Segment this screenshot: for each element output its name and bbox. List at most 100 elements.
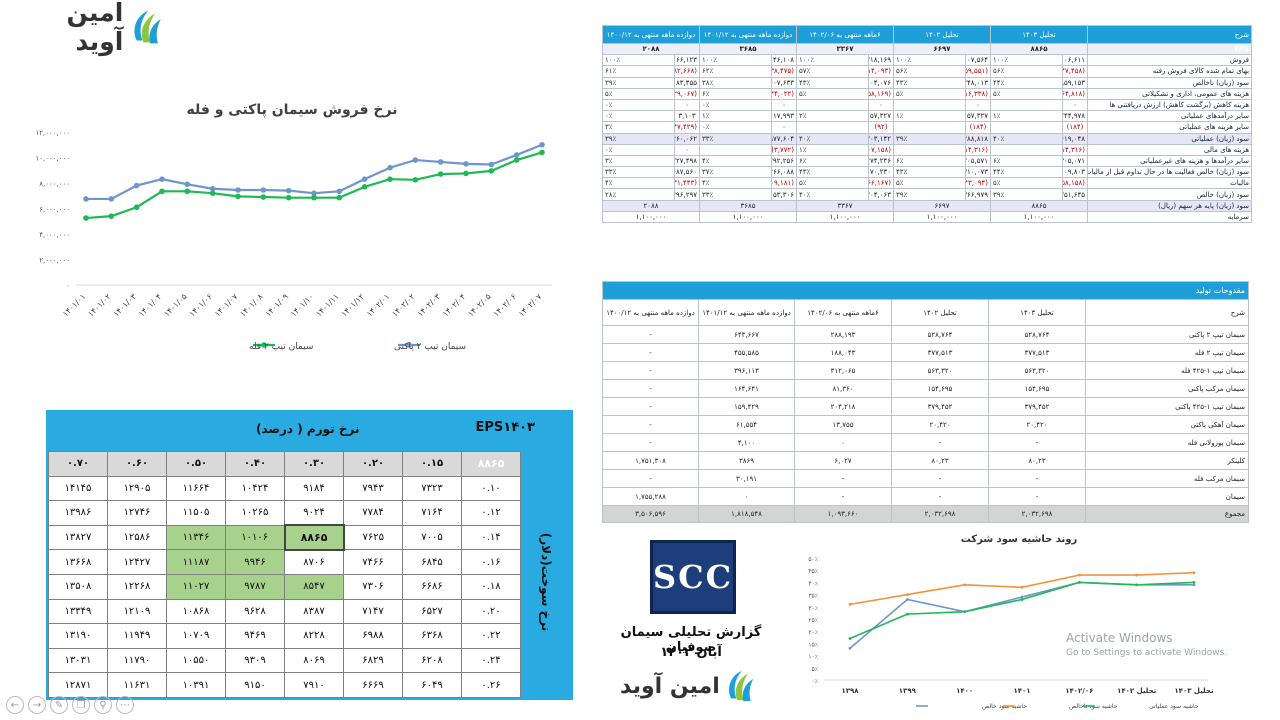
sensitivity-value: ۹۰۲۴ — [284, 500, 344, 526]
production-value: ۳۸۶۹ — [698, 451, 796, 470]
price-series-point — [133, 204, 140, 211]
windows-activation-notice: Activate Windows Go to Settings to activ… — [1066, 631, 1227, 658]
income-value: ۲۴۴,۹۷۸ — [1062, 110, 1089, 123]
income-header-cell: دوازده ماهه منتهی به ۱۴۰۱/۱۲ — [699, 25, 797, 44]
income-percent: ۶۲٪ — [699, 65, 772, 78]
income-value: ۰ — [771, 98, 797, 112]
income-percent — [990, 121, 1064, 134]
income-capital-label: سرمایه — [1087, 210, 1253, 224]
income-value: ۱۵۷,۳۲۷ — [965, 110, 992, 123]
production-value: ۴۵۵,۵۸۵ — [698, 343, 796, 362]
production-value: ۰ — [794, 433, 893, 452]
sensitivity-header-row: ۰.۷۰ ۰.۶۰ ۰.۵۰ ۰.۴۰ ۰.۳۰ ۰.۲۰ ۰.۱۵ ۸۸۶۵ — [48, 451, 521, 477]
sensitivity-row-header: ۰.۱۶ — [461, 549, 521, 575]
sensitivity-value: ۹۳۰۹ — [225, 647, 285, 674]
sensitivity-value: ۶۹۸۸ — [343, 623, 403, 649]
sensitivity-value: ۱۰۳۹۱ — [166, 672, 226, 698]
sensitivity-value: ۱۳۵۰۸ — [48, 573, 108, 600]
income-value: (۳,۷۷۲) — [771, 143, 797, 156]
income-value: ۳,۱۸۳,۴۵۵ — [674, 76, 700, 89]
margin-y-tick-label: ۳۵٪ — [808, 593, 818, 600]
income-value: ۲,۲۹۶,۲۹۷ — [674, 188, 700, 201]
production-value: ۱,۷۵۵,۲۸۸ — [601, 487, 700, 506]
margin-x-tick-label: ۱۳۹۸ — [841, 687, 859, 695]
sensitivity-row: ۱۳۱۹۰ ۱۱۹۴۹ ۱۰۷۰۹ ۹۴۶۹ ۸۲۲۸ ۶۹۸۸ ۶۳۶۸ ۰.۲۲ — [48, 623, 521, 649]
production-value: ۳۹۶,۱۱۳ — [698, 361, 796, 380]
sensitivity-value: ۶۳۶۸ — [402, 623, 462, 649]
sensitivity-value: ۷۰۰۵ — [402, 524, 462, 551]
production-row-label: سیمان تیپ ۲ پاکتی — [1085, 325, 1250, 344]
sensitivity-value: ۱۱۷۹۰ — [107, 647, 167, 674]
income-value: ۴,۶۰۷,۶۳۳ — [771, 76, 797, 89]
arrow-left-icon[interactable]: ← — [6, 696, 24, 714]
income-row-label: بهای تمام شده کالای فروش رفته — [1087, 65, 1253, 78]
production-value: - — [988, 469, 1087, 488]
income-capital-value: ۱,۱۰۰,۰۰۰ — [990, 210, 1089, 224]
margin-series-point — [905, 612, 909, 616]
income-value: (۱۸۴) — [965, 121, 992, 134]
more-icon[interactable]: ⋯ — [116, 696, 134, 714]
price-chart-plot: ۰ ۲,۰۰۰,۰۰۰ ۴,۰۰۰,۰۰۰ ۶,۰۰۰,۰۰۰ ۸,۰۰۰,۰۰۰ ۱۰,… — [35, 129, 552, 352]
income-value: ۱,۳۰۵,۰۷۱ — [1062, 154, 1089, 168]
margin-series-point — [905, 598, 909, 601]
income-value: ۰ — [1062, 98, 1089, 112]
income-percent: ۲۸٪ — [602, 188, 675, 201]
margin-x-tick-label: ۱۴۰۲/۰۶ — [1065, 687, 1093, 695]
price-series-point — [488, 161, 495, 168]
sensitivity-value: ۱۲۲۶۸ — [107, 573, 167, 600]
price-series-point — [209, 185, 216, 192]
margin-series-point — [848, 646, 852, 650]
price-y-tick-label: ۸,۰۰۰,۰۰۰ — [39, 180, 70, 188]
price-chart: نرخ فروش سیمان پاکتی و فله ۰ ۲,۰۰۰,۰۰۰ ۴,۰… — [18, 92, 566, 364]
income-row-label: سایر هزینه های عملیاتی — [1087, 121, 1253, 134]
zoom-icon[interactable]: ⚲ — [94, 696, 112, 714]
income-percent: ۴٪ — [699, 177, 772, 190]
price-series-point — [209, 190, 216, 196]
price-series-point — [159, 188, 165, 195]
price-x-tick-label: ۱۴۰۲/۰۷ — [517, 292, 544, 319]
production-value: - — [601, 397, 700, 416]
price-x-tick-label: ۱۴۰۱/۰۱ — [61, 292, 88, 319]
income-row-label: هزینه های مالی — [1087, 143, 1253, 156]
sensitivity-value: ۱۱۹۴۹ — [107, 623, 167, 649]
price-series-point — [412, 177, 419, 183]
margin-x-tick-label: ۱۴۰۱ — [1013, 687, 1030, 695]
pencil-icon[interactable]: ✎ — [50, 696, 68, 714]
copy-icon[interactable]: ❐ — [72, 696, 90, 714]
income-row-label: سایر درآمدها و هزینه های غیرعملیاتی — [1087, 154, 1253, 168]
production-value: ۶,۰۲۷ — [794, 451, 893, 470]
arrow-right-icon[interactable]: → — [28, 696, 46, 714]
income-percent — [892, 143, 967, 156]
income-value: ۲,۴۶۰,۰۶۲ — [674, 132, 700, 145]
sensitivity-value: ۱۰۸۶۸ — [166, 598, 226, 625]
sensitivity-value: ۱۳۸۲۷ — [48, 524, 108, 551]
income-value: (۲۱۴,۳۱۶) — [1062, 143, 1089, 156]
margin-series-point — [1077, 581, 1081, 584]
margin-y-tick-label: ۴۵٪ — [808, 568, 818, 575]
sensitivity-col-header: ۰.۷۰ — [48, 451, 108, 477]
price-series-point — [361, 176, 368, 182]
income-row: هزینه های مالی(۲۱۴,۳۱۶)(۲۱۴,۳۱۶)(۱۰۷,۱۵۸… — [602, 143, 1253, 156]
activation-line2: Go to Settings to activate Windows. — [1066, 648, 1228, 658]
sensitivity-value: ۱۳۱۹۰ — [48, 623, 108, 649]
price-series-point — [184, 181, 191, 188]
price-series-point — [336, 188, 343, 195]
income-percent: ۳٪ — [602, 121, 675, 134]
income-value: ۱۹,۱۰۷,۵۶۴ — [965, 54, 992, 67]
income-value: ۹,۶۱۹,۰۴۸ — [1062, 132, 1089, 145]
production-value: ۲۰,۴۲۰ — [988, 415, 1087, 434]
sensitivity-row: ۱۳۶۶۸ ۱۲۴۲۷ ۱۱۱۸۷ ۹۹۴۶ ۸۷۰۶ ۷۴۶۶ ۶۸۴۵ ۰.۱۶ — [48, 549, 521, 575]
income-value: ۴۹۲,۲۵۶ — [771, 154, 797, 168]
production-row: سیمان مرکب فله - - -۳۰,۱۹۱- — [601, 469, 1250, 488]
income-percent: ۵٪ — [796, 87, 869, 100]
sensitivity-col-header: ۰.۲۰ — [343, 451, 403, 477]
margin-series-point — [1135, 583, 1139, 587]
production-row-label: سیمان مرکب فله — [1085, 469, 1250, 488]
income-percent: ۳۸٪ — [699, 76, 772, 89]
income-row-label: سایر درآمدهای عملیاتی — [1087, 110, 1253, 123]
sensitivity-value: ۶۵۲۷ — [402, 598, 462, 625]
sensitivity-value: ۱۲۷۴۶ — [107, 500, 167, 526]
income-statement-table: شرح تحلیل ۱۴۰۳ تحلیل ۱۴۰۲ ۶ماهه منتهی به ۱۴… — [602, 25, 1253, 224]
price-series-point — [235, 193, 241, 200]
income-value: ۹,۷۵۱,۶۴۵ — [1062, 188, 1089, 201]
